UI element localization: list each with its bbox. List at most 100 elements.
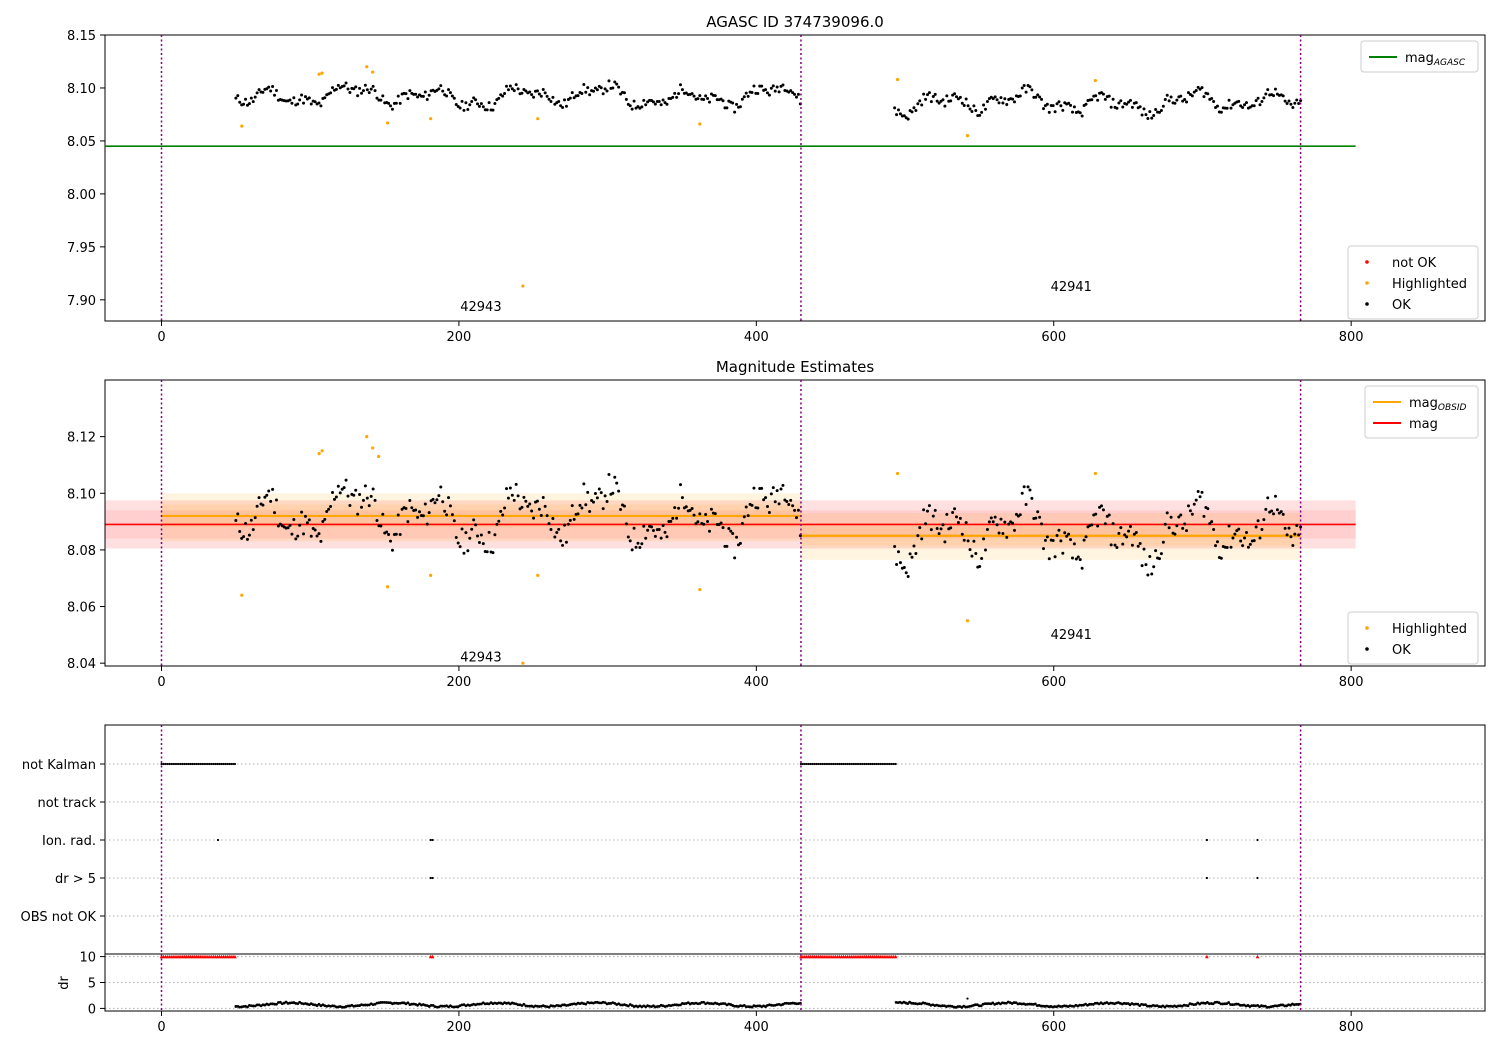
ok-point bbox=[657, 100, 661, 104]
flag-point bbox=[848, 762, 851, 766]
ok-point bbox=[1163, 522, 1167, 526]
ok-point bbox=[524, 89, 528, 93]
ok-point bbox=[953, 507, 957, 511]
ok-point bbox=[423, 502, 427, 506]
dr-point bbox=[1093, 1001, 1097, 1005]
ok-point bbox=[787, 502, 791, 506]
ok-point bbox=[389, 539, 393, 543]
ok-point bbox=[632, 526, 636, 530]
ok-point bbox=[918, 99, 922, 103]
ok-point bbox=[541, 496, 545, 500]
ok-point bbox=[966, 539, 970, 543]
flag-point bbox=[162, 762, 165, 766]
ok-point bbox=[657, 527, 661, 531]
flag-point bbox=[226, 762, 229, 766]
flag-point bbox=[819, 762, 822, 766]
ok-point bbox=[1196, 490, 1200, 494]
ok-point bbox=[584, 503, 588, 507]
ok-point bbox=[1258, 103, 1262, 107]
ok-point bbox=[1154, 549, 1158, 553]
ok-point bbox=[1283, 99, 1287, 103]
ok-point bbox=[352, 87, 356, 91]
ok-point bbox=[568, 518, 572, 522]
ok-point bbox=[1090, 523, 1094, 527]
ok-point bbox=[1179, 513, 1183, 517]
ok-point bbox=[543, 91, 547, 95]
highlighted-point bbox=[1093, 78, 1097, 83]
ok-point bbox=[524, 499, 528, 503]
y-tick-label: 7.90 bbox=[67, 294, 96, 309]
dr-point bbox=[528, 1004, 532, 1008]
ok-point bbox=[704, 94, 708, 98]
ok-point bbox=[1018, 513, 1022, 517]
ok-point bbox=[746, 94, 750, 98]
panel2-plot: 42943 42941 0 200 400 600 800 8.04 8.06 8.08 8.10 8… bbox=[67, 379, 1486, 690]
ok-point bbox=[789, 89, 793, 93]
dr-point bbox=[702, 1000, 706, 1004]
flag-point bbox=[881, 762, 884, 766]
ok-point bbox=[551, 517, 555, 521]
ok-point bbox=[698, 94, 702, 98]
ok-point bbox=[1047, 557, 1051, 561]
flag-point bbox=[857, 762, 861, 766]
ok-point bbox=[361, 89, 365, 93]
ok-point bbox=[1018, 94, 1022, 98]
ok-point bbox=[1272, 512, 1276, 516]
ok-point bbox=[358, 492, 362, 496]
ok-point bbox=[893, 106, 897, 110]
ok-point bbox=[978, 113, 982, 117]
dr-clipped-marker bbox=[1205, 954, 1209, 959]
ok-point bbox=[423, 90, 427, 94]
highlighted-point bbox=[365, 65, 369, 69]
ok-point bbox=[659, 536, 663, 540]
ok-point bbox=[526, 504, 530, 508]
ok-point bbox=[677, 92, 681, 96]
flag-point bbox=[844, 762, 847, 766]
ok-point bbox=[367, 504, 371, 508]
dr-point bbox=[1227, 1001, 1231, 1004]
legend-label: Highlighted bbox=[1392, 277, 1467, 292]
flag-point bbox=[206, 762, 210, 766]
ok-point bbox=[1130, 105, 1134, 109]
ok-point bbox=[338, 491, 342, 495]
ok-point bbox=[775, 489, 779, 493]
ok-point bbox=[613, 80, 617, 84]
highlighted-point bbox=[1093, 471, 1097, 476]
x-tick-label: 0 bbox=[157, 675, 165, 690]
ok-point bbox=[725, 544, 729, 548]
ok-point bbox=[1173, 532, 1177, 536]
ok-point bbox=[742, 95, 746, 99]
ok-point bbox=[439, 485, 443, 489]
ok-point bbox=[348, 504, 352, 508]
ok-point bbox=[904, 571, 908, 575]
ok-point bbox=[1055, 102, 1059, 106]
ok-point bbox=[750, 90, 754, 94]
ok-point bbox=[1111, 97, 1115, 101]
ok-point bbox=[615, 481, 619, 485]
flag-point bbox=[195, 762, 198, 766]
ok-point bbox=[1279, 510, 1283, 514]
ok-point bbox=[1297, 102, 1301, 106]
flag-point bbox=[863, 762, 866, 766]
ok-point bbox=[1121, 542, 1125, 546]
flag-point bbox=[805, 762, 808, 766]
ok-point bbox=[1241, 106, 1245, 110]
ok-point bbox=[1125, 102, 1129, 106]
ok-point bbox=[1107, 513, 1111, 517]
ok-point bbox=[371, 84, 375, 88]
highlighted-point bbox=[365, 435, 369, 439]
ok-point bbox=[505, 84, 509, 88]
ok-point bbox=[385, 530, 389, 534]
ok-point bbox=[974, 108, 978, 112]
ok-point bbox=[1119, 99, 1123, 103]
flag-point bbox=[175, 762, 179, 766]
ok-point bbox=[512, 498, 516, 502]
flag-point bbox=[204, 762, 208, 766]
ok-point bbox=[421, 514, 425, 518]
ok-point bbox=[1215, 104, 1219, 108]
highlighted-point bbox=[698, 587, 702, 592]
flag-point bbox=[216, 762, 219, 766]
ok-point bbox=[551, 95, 555, 99]
flag-point bbox=[228, 762, 231, 766]
